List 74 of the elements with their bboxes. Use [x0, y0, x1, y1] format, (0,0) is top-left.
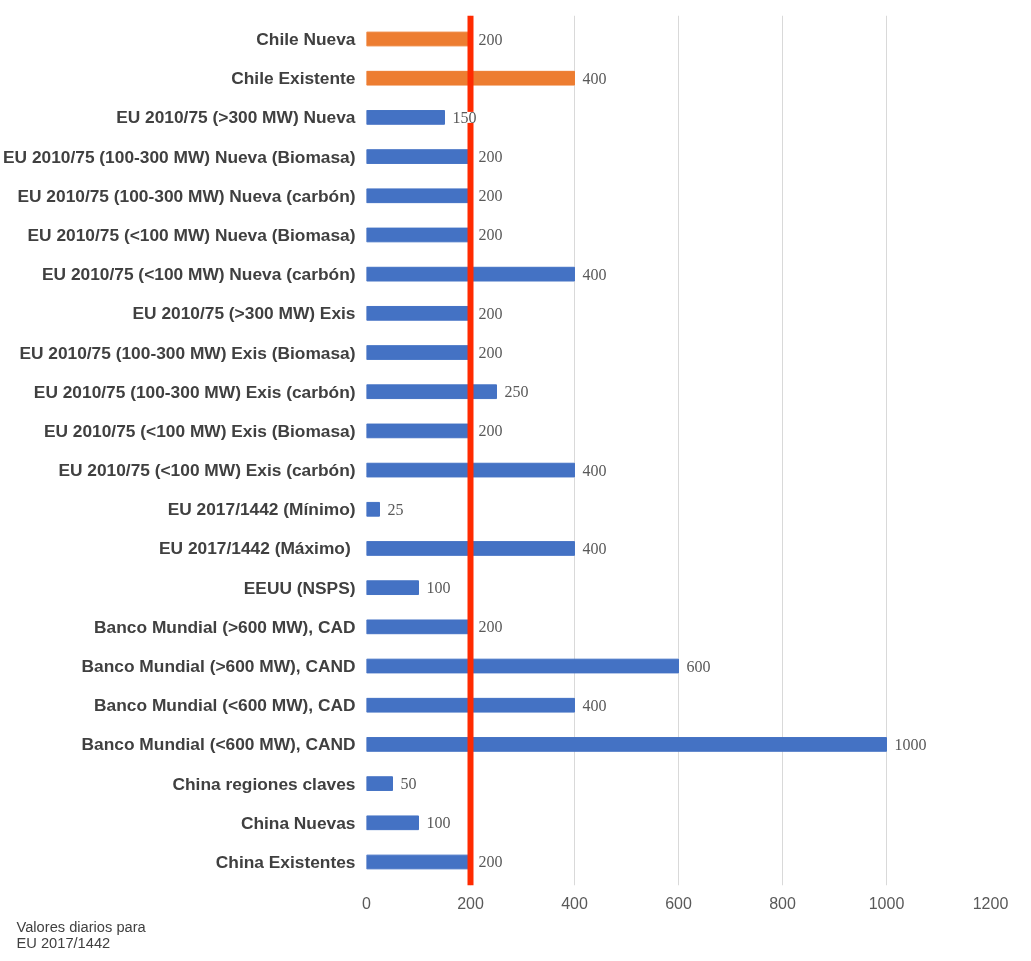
data-label: 400 [582, 696, 607, 714]
x-tick-label: 200 [457, 894, 484, 912]
data-label: 400 [582, 265, 607, 283]
x-tick-label: 1200 [972, 894, 1009, 912]
x-tick-label: 800 [769, 894, 796, 912]
bar [366, 423, 471, 439]
bar [366, 776, 393, 791]
y-tick-label: EU 2010/75 (100-300 MW) Nueva (Biomasa) [3, 146, 356, 167]
data-label: 200 [478, 618, 503, 636]
bar [366, 31, 471, 47]
y-tick-label: Banco Mundial (>600 MW), CAND [81, 656, 356, 677]
y-tick-label: EU 2010/75 (100-300 MW) Nueva (carbón) [17, 185, 356, 206]
y-tick-label: EU 2010/75 (100-300 MW) Exis (Biomasa) [19, 342, 356, 363]
bar [366, 815, 419, 831]
x-tick-label: 1000 [868, 894, 905, 912]
bar [366, 266, 575, 282]
data-label: 100 [426, 579, 451, 597]
y-tick-label: China Nuevas [240, 812, 356, 833]
x-tick-label: 0 [362, 894, 372, 912]
y-tick-label: EU 2010/75 (100-300 MW) Exis (carbón) [33, 381, 356, 402]
bar [366, 541, 575, 556]
data-label: 1000 [894, 735, 927, 753]
bar [366, 305, 471, 321]
y-tick-label: EU 2010/75 (<100 MW) Exis (carbón) [58, 460, 356, 481]
data-label: 150 [452, 108, 477, 126]
data-label: 200 [478, 148, 503, 166]
bar [366, 580, 419, 596]
y-tick-label: EU 2010/75 (>300 MW) Nueva [116, 107, 356, 128]
bar [366, 501, 380, 517]
bar [366, 737, 887, 752]
bar [366, 854, 471, 870]
bar [366, 70, 575, 86]
data-label: 400 [582, 539, 607, 557]
y-tick-label: Banco Mundial (>600 MW), CAD [94, 616, 356, 637]
y-tick-label: EU 2010/75 (<100 MW) Exis (Biomasa) [43, 420, 356, 441]
data-label: 200 [478, 30, 503, 48]
bar [366, 658, 679, 674]
y-tick-label: EU 2010/75 (<100 MW) Nueva (carbón) [42, 264, 356, 285]
data-label: 200 [478, 422, 503, 440]
data-label: 600 [686, 657, 711, 675]
data-label: 50 [400, 775, 417, 793]
bar [366, 188, 471, 204]
data-label: 200 [478, 304, 503, 322]
y-tick-label: EU 2017/1442 (Máximo) [159, 538, 351, 559]
y-tick-label: Chile Existente [231, 68, 356, 89]
bar [366, 345, 471, 360]
bar [366, 149, 471, 164]
data-label: 400 [582, 461, 607, 479]
data-label: 25 [387, 500, 404, 518]
y-tick-label: China Existentes [215, 851, 356, 872]
bar [366, 384, 497, 400]
data-label: 200 [478, 344, 503, 362]
y-tick-label: EU 2017/1442 (Mínimo) [167, 499, 356, 520]
data-label: 200 [478, 853, 503, 871]
bar [366, 227, 471, 243]
y-tick-label: EU 2010/75 (<100 MW) Nueva (Biomasa) [27, 224, 356, 245]
data-label: 400 [582, 69, 607, 87]
data-label: 100 [426, 814, 451, 832]
bar [366, 110, 445, 125]
bar [366, 619, 471, 635]
data-label: 250 [504, 383, 529, 401]
y-tick-label: Chile Nueva [256, 29, 356, 50]
data-label: 200 [478, 226, 503, 244]
x-tick-label: 600 [665, 894, 692, 912]
bar [366, 462, 575, 478]
y-tick-label: EU 2010/75 (>300 MW) Exis [132, 303, 356, 324]
x-tick-label: 400 [561, 894, 588, 912]
data-label: 200 [478, 187, 503, 205]
y-tick-label: China regiones claves [172, 773, 356, 794]
text: Valores diarios para EU 2017/1442 [16, 918, 147, 951]
bar [366, 697, 575, 713]
y-tick-label: Banco Mundial (<600 MW), CAD [94, 695, 356, 716]
y-tick-label: Banco Mundial (<600 MW), CAND [81, 734, 356, 755]
y-tick-label: EEUU (NSPS) [243, 577, 356, 598]
